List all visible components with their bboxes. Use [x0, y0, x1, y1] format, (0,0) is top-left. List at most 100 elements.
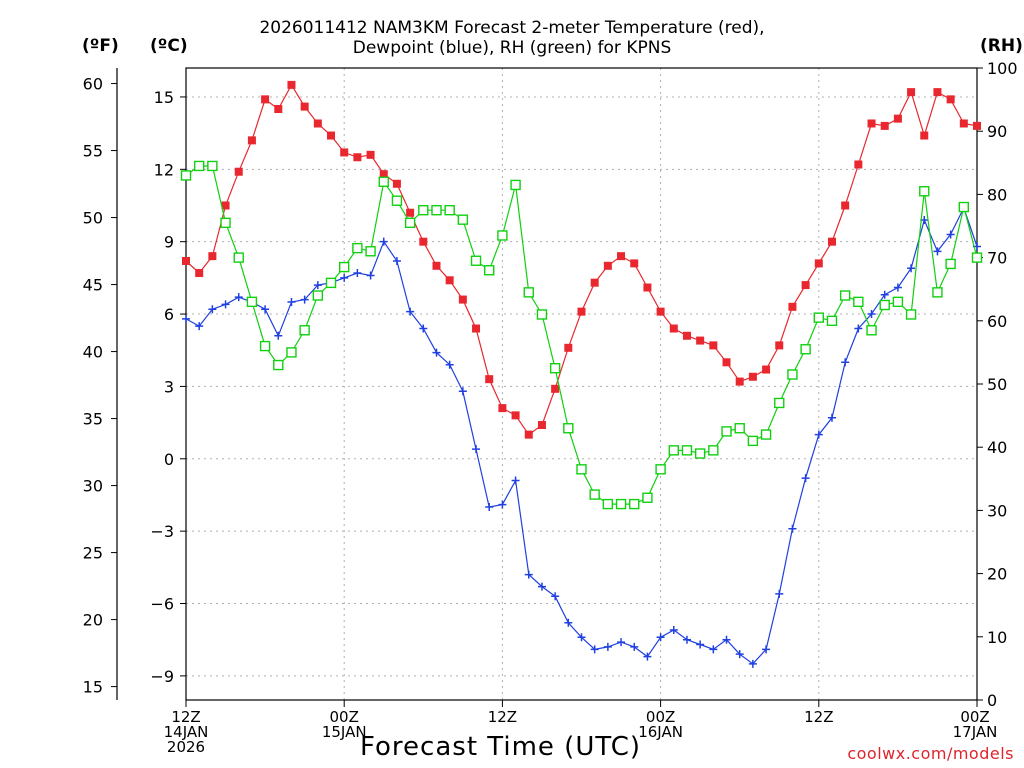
rh-point: [339, 261, 350, 273]
dewpoint-point: [880, 290, 889, 299]
rh-tick-label: 0: [987, 691, 997, 710]
rh-point: [971, 252, 983, 263]
dewpoint-point: [564, 618, 573, 627]
dewpoint-point: [511, 476, 520, 485]
rh-point: [734, 423, 745, 434]
dewpoint-point: [208, 305, 217, 314]
dewpoint-point: [682, 635, 691, 644]
x-tick-label: 12Z: [488, 708, 517, 726]
rh-point: [892, 296, 904, 308]
x-tick-label: 00Z: [330, 708, 359, 726]
fahrenheit-tick-label: 25: [83, 544, 103, 563]
temperature-point: [379, 170, 388, 179]
rh-tick-label: 40: [987, 438, 1007, 457]
rh-point: [536, 309, 548, 320]
dewpoint-point: [379, 237, 388, 246]
temperature-point: [682, 331, 691, 340]
dewpoint-point: [867, 310, 876, 319]
rh-point: [866, 325, 877, 336]
temperature-point: [920, 131, 929, 140]
rh-point: [853, 296, 864, 308]
dewpoint-point: [551, 592, 560, 601]
dewpoint-point: [696, 640, 705, 649]
celsius-tick-label: 6: [164, 305, 174, 324]
temperature-point: [669, 324, 678, 333]
dewpoint-point: [182, 314, 190, 323]
temperature-point: [195, 269, 204, 278]
dewpoint-point: [801, 474, 810, 483]
rh-point: [180, 170, 192, 181]
temperature-point: [643, 283, 652, 292]
rh-point: [945, 258, 956, 270]
rh-point: [589, 489, 600, 500]
dewpoint-point: [287, 297, 296, 306]
dewpoint-point: [432, 348, 441, 357]
x-tick-label: 17JAN: [953, 723, 998, 741]
rh-point: [839, 290, 851, 301]
temperature-point: [406, 208, 415, 217]
rh-point: [760, 429, 772, 440]
temperature-point: [656, 307, 665, 316]
rh-point: [629, 498, 640, 510]
rh-point: [879, 299, 890, 311]
dewpoint-point: [656, 633, 665, 642]
dewpoint-point: [748, 659, 757, 668]
temperature-point: [327, 131, 336, 140]
rh-point: [523, 287, 534, 298]
rh-point: [404, 217, 416, 229]
temperature-point: [524, 430, 533, 439]
x-tick-label: 16JAN: [638, 723, 683, 741]
rh-point: [721, 426, 732, 437]
temperature-point: [748, 372, 757, 381]
rh-tick-label: 70: [987, 249, 1007, 268]
temperature-point: [946, 95, 955, 104]
temperature-point: [959, 119, 968, 128]
rh-point: [207, 160, 218, 172]
dewpoint-point: [366, 271, 375, 280]
rh-point: [668, 445, 679, 456]
temperature-point: [630, 259, 639, 268]
temperature-point: [313, 119, 322, 128]
dewpoint-point: [893, 283, 902, 292]
temperature-point: [762, 365, 771, 374]
x-tick-label: 15JAN: [322, 723, 367, 741]
dewpoint-point: [221, 300, 230, 309]
celsius-tick-label: −3: [150, 522, 174, 541]
rh-tick-label: 80: [987, 185, 1007, 204]
dewpoint-point: [445, 360, 454, 369]
fahrenheit-tick-label: 15: [83, 678, 103, 697]
celsius-tick-label: 12: [154, 160, 174, 179]
rh-tick-label: 60: [987, 312, 1007, 331]
celsius-tick-label: 0: [164, 450, 174, 469]
celsius-tick-label: 15: [154, 88, 174, 107]
temperature-point: [247, 136, 256, 145]
fahrenheit-tick-label: 35: [83, 410, 103, 429]
rh-point: [708, 445, 719, 456]
dewpoint-point: [590, 645, 599, 654]
rh-point: [418, 204, 429, 216]
dewpoint-point: [274, 331, 283, 340]
celsius-unit-label: (ºC): [150, 36, 188, 56]
rh-point: [549, 363, 561, 374]
temperature-point: [841, 201, 850, 210]
celsius-tick-label: 9: [164, 233, 174, 252]
dewpoint-point: [419, 324, 428, 333]
temperature-point: [696, 336, 705, 345]
temperature-point: [340, 148, 349, 157]
temperature-point: [537, 421, 546, 430]
rh-tick-label: 100: [987, 59, 1018, 78]
dewpoint-point: [669, 626, 678, 635]
temperature-point: [867, 119, 876, 128]
rh-point: [510, 179, 521, 191]
chart-title-line-2: Dewpoint (blue), RH (green) for KPNS: [352, 38, 672, 58]
rh-tick-label: 30: [987, 501, 1007, 520]
temperature-point: [432, 261, 441, 270]
dewpoint-point: [353, 269, 362, 278]
fahrenheit-tick-label: 50: [83, 209, 103, 228]
dewpoint-point: [261, 305, 270, 314]
dewpoint-point: [498, 500, 507, 509]
temperature-point: [274, 105, 283, 114]
dewpoint-point: [392, 256, 401, 265]
temperature-point: [880, 121, 889, 130]
rh-point: [312, 290, 324, 301]
